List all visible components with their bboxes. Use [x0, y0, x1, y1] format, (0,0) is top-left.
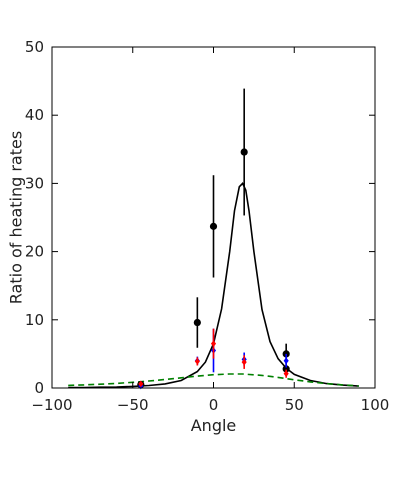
- data-point-1-4: [283, 357, 289, 365]
- data-point-2-0: [138, 380, 144, 388]
- x-tick-label: 100: [361, 396, 390, 414]
- y-axis-label: Ratio of heating rates: [7, 131, 26, 304]
- data-point-0-5: [282, 365, 290, 373]
- y-tick-label: 30: [25, 174, 44, 192]
- y-tick-label: 0: [34, 379, 44, 397]
- data-point-2-1: [194, 358, 200, 365]
- plot-area: [68, 88, 359, 390]
- x-tick-label: −50: [117, 396, 149, 414]
- data-point-2-2: [210, 340, 217, 348]
- data-point-2-4: [283, 370, 289, 378]
- y-tick-label: 40: [25, 106, 44, 124]
- y-tick-label: 10: [25, 311, 44, 329]
- dashed-curve-4: [68, 373, 359, 387]
- data-point-0-2: [209, 222, 218, 230]
- y-tick-label: 50: [25, 38, 44, 56]
- data-point-2-3: [241, 358, 247, 366]
- x-tick-label: −100: [31, 396, 72, 414]
- data-point-0-3: [240, 148, 248, 156]
- axis-ticks: −100 −50 0 50 100 0 10 20 30 40 50: [25, 38, 389, 414]
- x-axis-label: Angle: [191, 416, 237, 435]
- y-tick-label: 20: [25, 243, 44, 261]
- data-point-0-1: [193, 318, 201, 327]
- x-tick-label: 0: [209, 396, 219, 414]
- x-tick-label: 50: [285, 396, 304, 414]
